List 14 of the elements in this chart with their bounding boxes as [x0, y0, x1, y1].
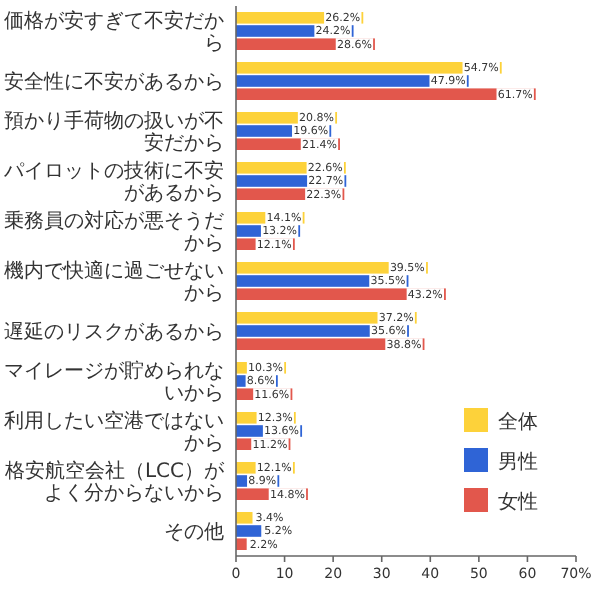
- legend-label: 全体: [498, 410, 538, 434]
- y-tick-label: その他: [164, 520, 224, 544]
- y-tick-label: 預かり手荷物の扱いが不安だから: [4, 109, 224, 155]
- y-tick-label: 価格が安すぎて不安だから: [4, 9, 224, 55]
- y-tick-label: 遅延のリスクがあるから: [4, 320, 224, 344]
- legend-label: 女性: [498, 490, 538, 514]
- y-tick-label: パイロットの技術に不安があるから: [2, 159, 224, 205]
- legend-label: 男性: [498, 450, 538, 474]
- y-tick-label: 機内で快適に過ごせないから: [4, 259, 224, 305]
- y-tick-label: マイレージが貯められないから: [4, 359, 224, 405]
- y-tick-label: 格安航空会社（LCC）がよく分からないから: [2, 459, 226, 505]
- y-tick-label: 乗務員の対応が悪そうだから: [4, 209, 224, 255]
- y-tick-label: 利用したい空港ではないから: [4, 409, 224, 455]
- y-tick-label: 安全性に不安があるから: [4, 70, 224, 94]
